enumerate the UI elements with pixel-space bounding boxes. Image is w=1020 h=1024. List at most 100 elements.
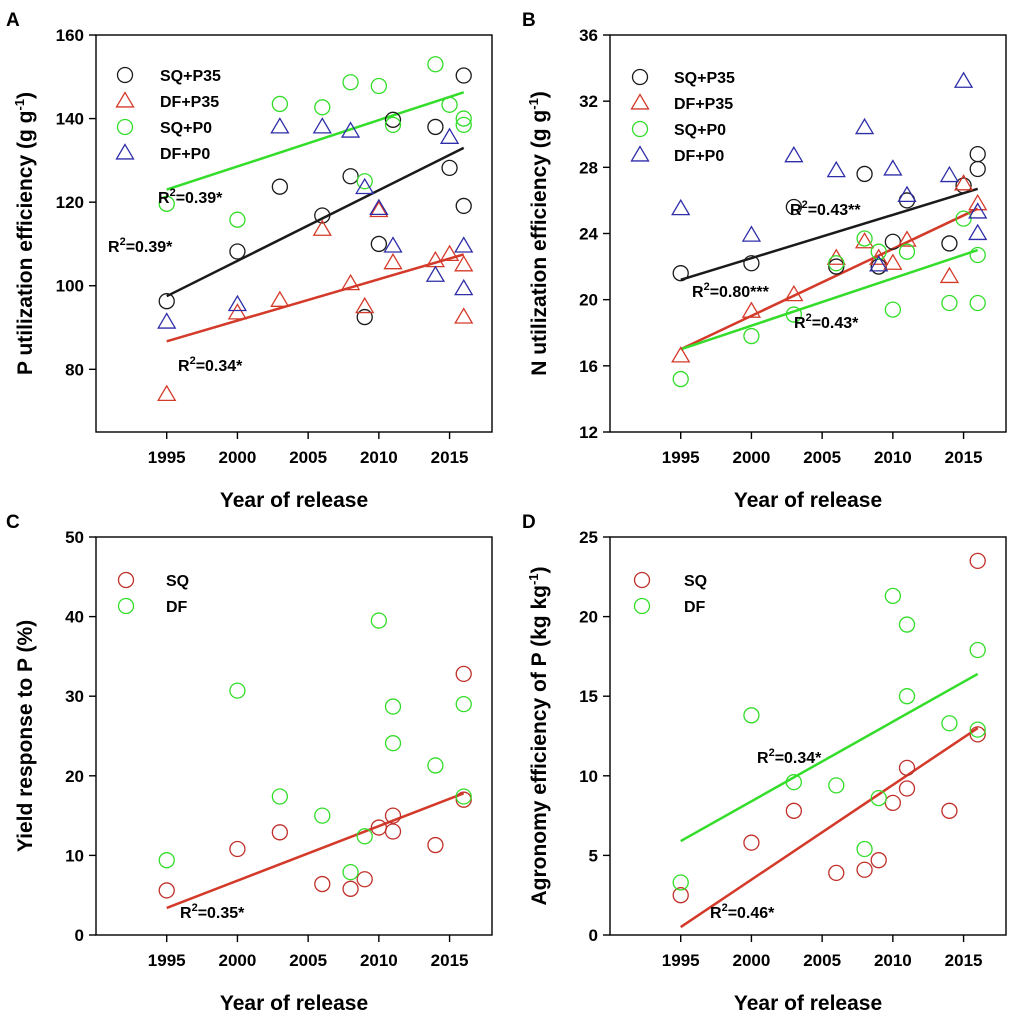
x-axis-title: Year of release xyxy=(734,489,882,512)
legend-label: SQ xyxy=(684,573,707,590)
point-sq-p0 xyxy=(342,74,359,91)
r2-label: R2=0.46* xyxy=(710,902,775,922)
panel-a: A 1995 2000 2005 2010 2015 80 100 120 140 160 Year … xyxy=(6,10,493,512)
point-sq xyxy=(856,861,873,878)
x-tick-label: 2005 xyxy=(289,448,327,467)
point-df-p0 xyxy=(671,198,691,216)
point-df xyxy=(229,682,246,699)
point-df-p0 xyxy=(741,225,762,242)
point-sq-p0 xyxy=(229,211,246,228)
point-df xyxy=(870,789,887,807)
point-sq-p0 xyxy=(941,294,958,312)
point-sq-p35 xyxy=(828,258,845,275)
point-df-p35 xyxy=(854,231,875,249)
x-tick-label: 2005 xyxy=(803,448,841,467)
point-df-p35 xyxy=(897,230,917,247)
panel-letter: C xyxy=(6,512,20,533)
point-df xyxy=(370,612,388,629)
r2-label: R2=0.34* xyxy=(178,355,243,375)
y-tick-label: 100 xyxy=(56,277,84,296)
x-tick-label: 1995 xyxy=(148,951,186,970)
point-df-p35 xyxy=(355,296,375,314)
point-sq xyxy=(969,552,986,570)
point-sq-p35 xyxy=(856,165,873,183)
x-axis-title: Year of release xyxy=(220,992,368,1015)
legend-label: SQ+P35 xyxy=(160,68,221,85)
fit-line-df xyxy=(680,672,979,843)
point-df-p0 xyxy=(939,165,960,183)
point-df xyxy=(898,688,916,705)
y-tick-label: 10 xyxy=(65,846,84,865)
point-df xyxy=(898,616,916,633)
point-df-p0 xyxy=(883,159,903,176)
y-tick-label: 30 xyxy=(65,687,84,706)
y-tick-label: 32 xyxy=(579,92,598,111)
panel-c: C 1995 2000 2005 2010 2015 0 10 20 30 40 50 Year of … xyxy=(6,512,493,1015)
fit-line-sq-p35 xyxy=(680,187,979,282)
legend-label: DF+P35 xyxy=(160,94,219,111)
y-axis-title: N utilization efficiency (g g-1) xyxy=(526,91,551,376)
point-df-p35 xyxy=(227,303,248,320)
point-df-p0 xyxy=(270,117,290,134)
legend-label: SQ xyxy=(166,573,189,590)
x-tick-label: 2000 xyxy=(733,951,771,970)
point-sq-p35 xyxy=(314,207,331,224)
point-sq xyxy=(828,864,845,882)
y-tick-label: 140 xyxy=(56,110,84,129)
plot-frame xyxy=(95,34,493,433)
point-sq xyxy=(158,882,175,899)
point-df xyxy=(884,587,902,605)
point-df-p35 xyxy=(383,252,403,270)
y-tick-label: 28 xyxy=(579,158,598,177)
point-sq-p0 xyxy=(370,77,388,95)
legend: SQ+P35 DF+P35 SQ+P0 DF+P0 xyxy=(115,66,221,163)
y-tick-label: 20 xyxy=(579,291,598,310)
point-sq-p0 xyxy=(898,243,916,260)
r2-label: R2=0.34* xyxy=(757,747,822,767)
legend-label: SQ+P0 xyxy=(674,122,726,139)
y-tick-label: 0 xyxy=(75,926,84,945)
x-tick-label: 2015 xyxy=(431,448,469,467)
point-sq xyxy=(427,836,444,854)
r2-label: R2=0.39* xyxy=(158,187,223,207)
point-df-p0 xyxy=(425,265,446,282)
point-df-p35 xyxy=(784,284,804,302)
point-df-p0 xyxy=(826,160,846,178)
point-df xyxy=(427,757,444,774)
point-sq-p35 xyxy=(370,235,388,253)
point-sq-p0 xyxy=(785,306,803,323)
point-df xyxy=(158,852,175,869)
x-tick-label: 2010 xyxy=(874,448,912,467)
point-df-p0 xyxy=(869,255,889,272)
point-df xyxy=(856,840,873,858)
point-df xyxy=(271,788,289,805)
point-df xyxy=(828,777,845,794)
point-sq-p35 xyxy=(342,168,359,185)
r2-label: R2=0.43** xyxy=(790,199,861,219)
point-sq-p35 xyxy=(955,177,972,194)
x-axis-title: Year of release xyxy=(734,992,882,1015)
x-tick-label: 2015 xyxy=(945,448,983,467)
legend-label: DF+P35 xyxy=(674,96,733,113)
point-df-p35 xyxy=(454,307,474,324)
point-sq-p35 xyxy=(884,233,902,250)
y-tick-label: 15 xyxy=(579,687,598,706)
point-df-p0 xyxy=(968,202,988,219)
point-df-p35 xyxy=(671,346,691,363)
point-df xyxy=(455,696,472,713)
point-sq-p35 xyxy=(743,255,760,272)
fit-line-sq-p0 xyxy=(680,248,979,351)
panel-b: B 1995 2000 2005 2010 2015 12 16 20 24 28 32 36 Year … xyxy=(522,10,1007,512)
point-df-p35 xyxy=(157,384,177,401)
r2-label: R2=0.80*** xyxy=(692,281,770,301)
point-sq-p35 xyxy=(455,197,472,215)
point-df-p0 xyxy=(227,294,248,312)
point-df-p35 xyxy=(953,174,974,191)
legend-marker xyxy=(116,66,134,84)
point-df-p35 xyxy=(939,266,960,284)
point-df-p0 xyxy=(157,312,177,329)
point-df xyxy=(969,721,986,738)
point-sq-p35 xyxy=(384,111,402,128)
y-tick-label: 24 xyxy=(579,225,598,244)
